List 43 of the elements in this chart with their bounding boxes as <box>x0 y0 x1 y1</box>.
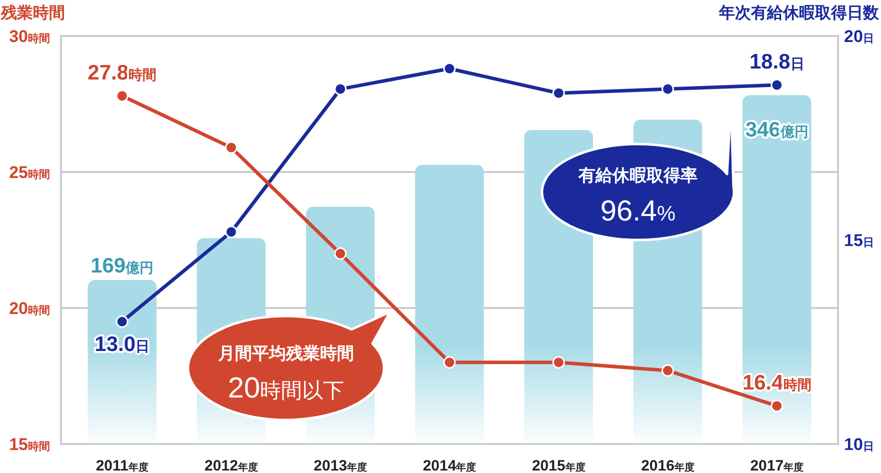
y-tick-label: 25時間 <box>9 163 50 182</box>
point <box>770 400 784 412</box>
bar <box>742 95 812 444</box>
y2-tick-label: 10日 <box>844 435 874 454</box>
y-tick-label: 20時間 <box>9 299 50 318</box>
y-axis-title: 残業時間 <box>0 4 65 22</box>
point <box>443 356 456 369</box>
x-tick-label: 2012年度 <box>204 457 258 473</box>
point <box>443 62 456 75</box>
point <box>334 247 347 260</box>
bar <box>88 280 156 444</box>
x-tick-label: 2016年度 <box>641 457 694 473</box>
y-tick-label: 15時間 <box>9 435 50 454</box>
y2-axis-title: 年次有給休暇取得日数 <box>718 4 880 22</box>
annotation: 346億円 <box>745 118 808 142</box>
point <box>662 82 674 96</box>
y-tick-label: 30時間 <box>9 27 50 46</box>
x-tick-label: 2014年度 <box>422 457 476 473</box>
x-tick-label: 2013年度 <box>314 457 368 473</box>
annotation: 有給休暇取得率 <box>578 166 698 186</box>
data-label: 18.8日 <box>749 50 804 74</box>
point <box>770 78 784 92</box>
annotation: 169億円 <box>90 254 154 278</box>
annotation: 20時間以下 <box>228 372 344 404</box>
data-label: 16.4時間 <box>742 371 812 394</box>
bar <box>415 164 484 444</box>
point <box>662 364 674 377</box>
point <box>116 315 128 328</box>
y2-tick-label: 20日 <box>844 27 874 46</box>
x-tick-label: 2017年度 <box>750 457 804 473</box>
point <box>116 90 128 102</box>
data-label: 27.8時間 <box>88 61 157 84</box>
data-label: 13.0日 <box>94 333 150 356</box>
annotation: 96.4% <box>600 195 676 228</box>
y2-tick-label: 15日 <box>844 231 874 250</box>
point <box>224 141 238 154</box>
annotation: 月間平均残業時間 <box>217 344 354 364</box>
x-tick-label: 2011年度 <box>96 457 148 473</box>
point <box>334 82 347 96</box>
x-tick-label: 2015年度 <box>532 457 586 473</box>
point <box>552 86 565 100</box>
point <box>552 356 565 369</box>
point <box>224 226 238 238</box>
